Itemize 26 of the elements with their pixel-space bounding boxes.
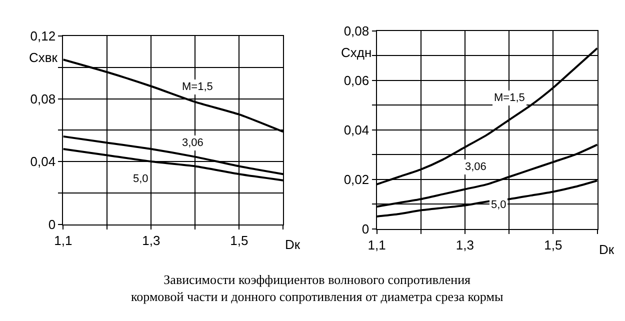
y-tick-label: 0,04	[344, 122, 370, 138]
series-label: 5,0	[133, 173, 148, 185]
x-tick-label: 1,1	[54, 232, 72, 248]
y-tick-label: 0,08	[344, 23, 370, 38]
x-tick-label: 1,5	[544, 237, 562, 252]
series-label: M=1,5	[182, 81, 213, 93]
y-tick-label: 0	[48, 216, 56, 232]
y-tick-label: 0,02	[344, 172, 370, 187]
x-tick-label: 1,3	[142, 232, 160, 248]
x-tick-label: 1,1	[368, 237, 386, 252]
series-label: 3,06	[182, 137, 204, 149]
series-label: 3,06	[465, 161, 486, 173]
y-tick-label: 0,12	[30, 28, 56, 44]
series-label: M=1,5	[494, 92, 525, 104]
x-tick-label: 1,3	[456, 237, 474, 252]
x-tick-label: 1,5	[230, 232, 248, 248]
y-tick-label: 0,04	[30, 154, 56, 170]
y-tick-label: 0,06	[344, 72, 370, 88]
y-tick-label: 0	[362, 221, 370, 236]
x-axis-title: Dк	[599, 242, 614, 257]
x-axis-title: Dк	[285, 237, 300, 252]
y-axis-title: Cхдн	[341, 45, 372, 60]
y-tick-label: 0,08	[30, 91, 56, 106]
text: Зависимости коэффициентов волнового сопротивления кормовой части и донного сопротивления от диаметра среза кормы	[131, 272, 504, 304]
y-axis-title: Cхвк	[29, 50, 58, 65]
series-label: 5,0	[491, 199, 506, 211]
